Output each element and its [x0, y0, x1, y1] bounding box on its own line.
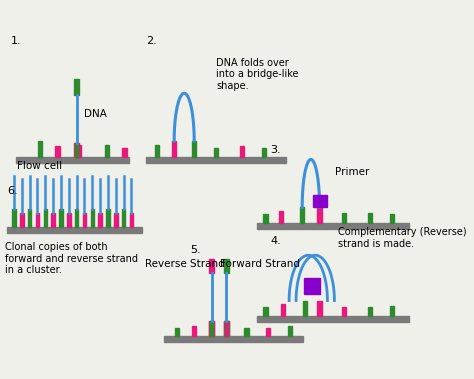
Text: 6.: 6.	[7, 186, 18, 196]
Bar	[7, 227, 142, 233]
Bar	[240, 146, 244, 157]
Bar	[74, 143, 79, 157]
Text: 4.: 4.	[270, 236, 281, 246]
Bar	[264, 214, 268, 223]
Bar	[192, 141, 196, 157]
Bar	[99, 213, 102, 227]
Bar	[288, 326, 292, 336]
Bar	[224, 321, 228, 336]
Text: 1.: 1.	[10, 36, 21, 45]
Bar	[76, 145, 81, 157]
Bar	[44, 209, 47, 227]
Bar	[266, 327, 270, 336]
Bar	[20, 213, 24, 227]
Bar	[390, 306, 394, 316]
Bar	[130, 213, 133, 227]
Text: Primer: Primer	[335, 167, 370, 177]
Bar	[300, 207, 304, 223]
Text: 2.: 2.	[146, 36, 157, 45]
Bar	[304, 278, 319, 294]
Bar	[114, 213, 118, 227]
Bar	[83, 213, 86, 227]
Bar	[59, 209, 63, 227]
Bar	[155, 145, 159, 157]
Bar	[74, 79, 79, 95]
Bar	[342, 213, 346, 223]
Bar	[16, 157, 129, 163]
Text: Clonal copies of both
forward and reverse strand
in a cluster.: Clonal copies of both forward and revers…	[5, 242, 138, 276]
Text: Forward Strand: Forward Strand	[220, 258, 301, 269]
Bar	[214, 148, 218, 157]
Bar	[342, 307, 346, 316]
Bar	[225, 321, 228, 336]
Bar	[36, 213, 39, 227]
Bar	[75, 143, 78, 157]
Text: 3.: 3.	[270, 146, 281, 155]
Text: Reverse Strand: Reverse Strand	[145, 258, 224, 269]
Bar	[318, 207, 322, 223]
Bar	[302, 301, 307, 316]
Bar	[210, 321, 213, 336]
Bar	[172, 141, 176, 157]
Text: 5.: 5.	[190, 244, 201, 255]
Text: Flow cell: Flow cell	[18, 161, 63, 171]
Text: Complementary (Reverse)
strand is made.: Complementary (Reverse) strand is made.	[338, 227, 466, 249]
Bar	[368, 307, 372, 316]
Text: DNA: DNA	[83, 109, 107, 119]
Bar	[281, 304, 285, 316]
Bar	[106, 209, 109, 227]
Bar	[55, 146, 60, 157]
Bar	[122, 209, 126, 227]
Bar	[209, 321, 214, 336]
Bar	[192, 326, 196, 336]
Bar	[146, 157, 286, 163]
Bar	[122, 148, 127, 157]
Bar	[210, 321, 214, 336]
Bar	[279, 211, 283, 223]
Bar	[390, 214, 394, 223]
Bar	[51, 213, 55, 227]
Bar	[91, 209, 94, 227]
Bar	[75, 209, 78, 227]
Bar	[164, 336, 303, 342]
Bar	[257, 223, 409, 229]
Bar	[244, 327, 249, 336]
Bar	[210, 259, 214, 273]
Bar	[318, 301, 322, 316]
Bar	[257, 316, 409, 322]
Bar	[224, 259, 228, 273]
Bar	[264, 307, 268, 316]
Bar	[313, 195, 327, 207]
Bar	[28, 209, 31, 227]
Bar	[105, 145, 109, 157]
Bar	[38, 141, 42, 157]
Text: DNA folds over
into a bridge-like
shape.: DNA folds over into a bridge-like shape.	[216, 58, 299, 91]
Bar	[174, 327, 179, 336]
Bar	[67, 213, 71, 227]
Bar	[224, 321, 229, 336]
Bar	[12, 209, 16, 227]
Bar	[262, 148, 266, 157]
Bar	[368, 213, 372, 223]
